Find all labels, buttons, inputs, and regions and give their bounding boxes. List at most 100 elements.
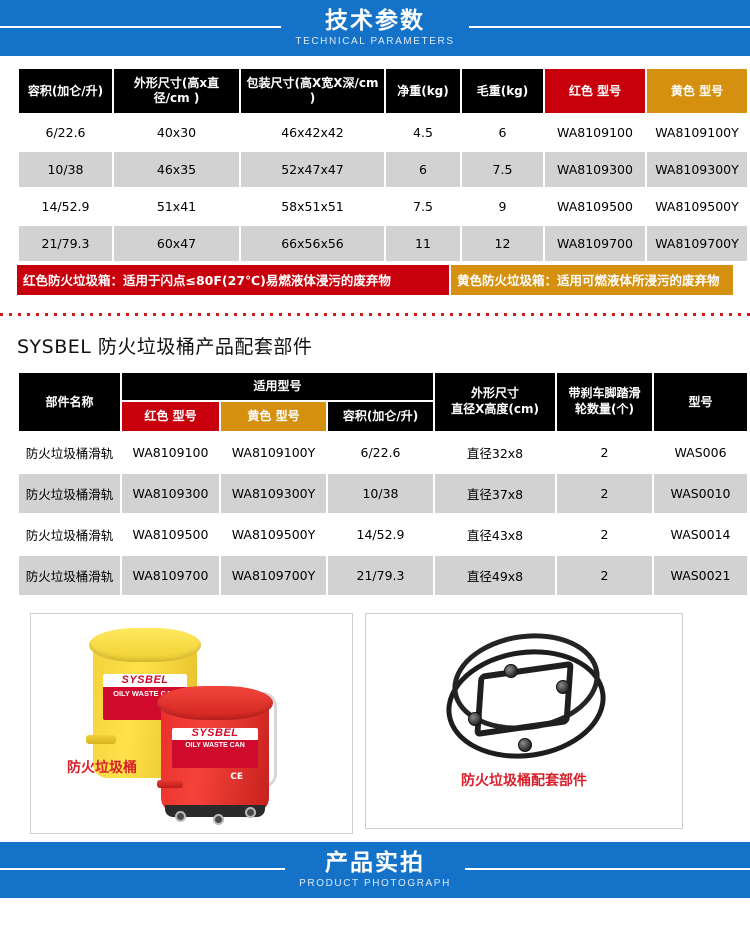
caster-icon [213, 814, 224, 825]
cell-dimensions: 直径43x8 [435, 515, 556, 554]
cell-red-model: WA8109100 [122, 433, 219, 472]
spec-header-package-dimensions: 包装尺寸(高X宽X深/cm ) [241, 69, 384, 113]
sysbel-logo: SYSBEL [103, 674, 187, 687]
spec-header-net-weight: 净重(kg) [386, 69, 460, 113]
cell-red-model: WA8109300 [545, 152, 645, 187]
cell-outer-dimensions: 40x30 [114, 115, 239, 150]
technical-parameters-banner: 技术参数 TECHNICAL PARAMETERS [0, 0, 750, 56]
cell-capacity: 10/38 [328, 474, 434, 513]
cell-package-dimensions: 66x56x56 [241, 226, 384, 261]
caster-icon [468, 712, 482, 726]
banner-title-cn: 技术参数 [325, 7, 425, 34]
red-can-base [165, 805, 265, 817]
banner-title-cn: 产品实拍 [325, 849, 425, 876]
cell-yellow-model: WA8109100Y [221, 433, 326, 472]
parts-header-dimensions-line1: 外形尺寸 [471, 386, 520, 401]
parts-header-capacity: 容积(加仑/升) [328, 402, 434, 431]
sysbel-logo: SYSBEL [171, 728, 259, 740]
product-photograph-banner: 产品实拍 PRODUCT PHOTOGRAPH [0, 842, 750, 898]
product-card-waste-can: SYSBEL OILY WASTE CAN SYSBEL OILY WASTE … [30, 613, 353, 834]
cell-casters: 2 [557, 433, 653, 472]
cell-yellow-model: WA8109300Y [221, 474, 326, 513]
note-red-can: 红色防火垃圾箱：适用于闪点≤80F(27℃)易燃液体浸污的废弃物 [17, 265, 449, 295]
caster-icon [518, 738, 532, 752]
table-row: 防火垃圾桶滑轨 WA8109700 WA8109700Y 21/79.3 直径4… [19, 556, 748, 595]
cell-model: WAS0014 [654, 515, 748, 554]
parts-header-casters: 带刹车脚踏滑 轮数量(个) [557, 373, 653, 431]
cell-net-weight: 4.5 [386, 115, 460, 150]
parts-header-casters-line2: 轮数量(个) [575, 402, 634, 416]
parts-table-wrapper: 部件名称 适用型号 外形尺寸 直径X高度(cm) 带刹车脚踏滑 轮数量(个) 型… [0, 371, 750, 597]
cell-yellow-model: WA8109100Y [647, 115, 747, 150]
spec-header-outer-dimensions: 外形尺寸(高x直径/cm ) [114, 69, 239, 113]
cell-yellow-model: WA8109300Y [647, 152, 747, 187]
table-row: 14/52.9 51x41 58x51x51 7.5 9 WA8109500 W… [19, 189, 747, 224]
page-title: SYSBEL 防火垃圾桶产品配套部件 [17, 336, 313, 358]
red-can-lid [157, 686, 273, 720]
cell-dimensions: 直径49x8 [435, 556, 556, 595]
cell-package-dimensions: 52x47x47 [241, 152, 384, 187]
accessory-illustration [366, 614, 682, 828]
cell-package-dimensions: 58x51x51 [241, 189, 384, 224]
oily-waste-can-text: OILY WASTE CAN [185, 741, 245, 749]
cell-red-model: WA8109700 [122, 556, 219, 595]
can-handle-icon [261, 692, 277, 788]
note-yellow-can: 黄色防火垃圾箱：适用可燃液体所浸污的废弃物 [451, 265, 733, 295]
specification-table: 容积(加仑/升) 外形尺寸(高x直径/cm ) 包装尺寸(高X宽X深/cm ) … [17, 67, 749, 263]
cell-red-model: WA8109700 [545, 226, 645, 261]
yellow-waste-can-image: SYSBEL OILY WASTE CAN [86, 628, 201, 778]
cell-net-weight: 6 [386, 152, 460, 187]
product-caption: 防火垃圾桶 [67, 760, 137, 776]
cell-outer-dimensions: 51x41 [114, 189, 239, 224]
cell-capacity: 6/22.6 [328, 433, 434, 472]
parts-header-model: 型号 [654, 373, 748, 431]
cell-casters: 2 [557, 515, 653, 554]
cell-dimensions: 直径32x8 [435, 433, 556, 472]
caster-icon [504, 664, 518, 678]
cell-model: WAS0010 [654, 474, 748, 513]
cell-gross-weight: 9 [462, 189, 543, 224]
table-row: 防火垃圾桶滑轨 WA8109500 WA8109500Y 14/52.9 直径4… [19, 515, 748, 554]
product-card-accessory: 防火垃圾桶配套部件 [365, 613, 683, 829]
cell-outer-dimensions: 46x35 [114, 152, 239, 187]
cell-red-model: WA8109500 [545, 189, 645, 224]
cell-part-name: 防火垃圾桶滑轨 [19, 515, 120, 554]
cell-capacity: 21/79.3 [328, 556, 434, 595]
cell-casters: 2 [557, 556, 653, 595]
cell-capacity: 14/52.9 [19, 189, 112, 224]
cell-outer-dimensions: 60x47 [114, 226, 239, 261]
cell-casters: 2 [557, 474, 653, 513]
spec-table-wrapper: 容积(加仑/升) 外形尺寸(高x直径/cm ) 包装尺寸(高X宽X深/cm ) … [0, 67, 750, 263]
table-row: 防火垃圾桶滑轨 WA8109100 WA8109100Y 6/22.6 直径32… [19, 433, 748, 472]
cell-net-weight: 11 [386, 226, 460, 261]
caster-icon [245, 807, 256, 818]
cell-red-model: WA8109500 [122, 515, 219, 554]
cell-net-weight: 7.5 [386, 189, 460, 224]
cell-gross-weight: 12 [462, 226, 543, 261]
cell-model: WAS0021 [654, 556, 748, 595]
cell-gross-weight: 7.5 [462, 152, 543, 187]
cell-part-name: 防火垃圾桶滑轨 [19, 433, 120, 472]
cell-model: WAS006 [654, 433, 748, 472]
spec-header-yellow-model: 黄色 型号 [647, 69, 747, 113]
notes-bar: 红色防火垃圾箱：适用于闪点≤80F(27℃)易燃液体浸污的废弃物 黄色防火垃圾箱… [17, 265, 733, 295]
cell-red-model: WA8109300 [122, 474, 219, 513]
cell-yellow-model: WA8109700Y [221, 556, 326, 595]
banner-text-group: 技术参数 TECHNICAL PARAMETERS [281, 7, 469, 47]
cell-gross-weight: 6 [462, 115, 543, 150]
banner-title-en: PRODUCT PHOTOGRAPH [299, 877, 451, 889]
oily-waste-can-text: OILY WASTE CAN [113, 688, 177, 698]
table-row: 10/38 46x35 52x47x47 6 7.5 WA8109300 WA8… [19, 152, 747, 187]
cell-red-model: WA8109100 [545, 115, 645, 150]
cell-yellow-model: WA8109500Y [221, 515, 326, 554]
red-can-pedal [157, 780, 183, 788]
banner-title-en: TECHNICAL PARAMETERS [295, 35, 455, 47]
product-caption: 防火垃圾桶配套部件 [461, 773, 587, 789]
table-row: 6/22.6 40x30 46x42x42 4.5 6 WA8109100 WA… [19, 115, 747, 150]
caster-icon [175, 811, 186, 822]
table-row: 防火垃圾桶滑轨 WA8109300 WA8109300Y 10/38 直径37x… [19, 474, 748, 513]
table-row: 21/79.3 60x47 66x56x56 11 12 WA8109700 W… [19, 226, 747, 261]
spec-table-header-row: 容积(加仑/升) 外形尺寸(高x直径/cm ) 包装尺寸(高X宽X深/cm ) … [19, 69, 747, 113]
parts-header-applicable-models: 适用型号 [122, 373, 434, 400]
banner-text-group: 产品实拍 PRODUCT PHOTOGRAPH [285, 849, 465, 889]
